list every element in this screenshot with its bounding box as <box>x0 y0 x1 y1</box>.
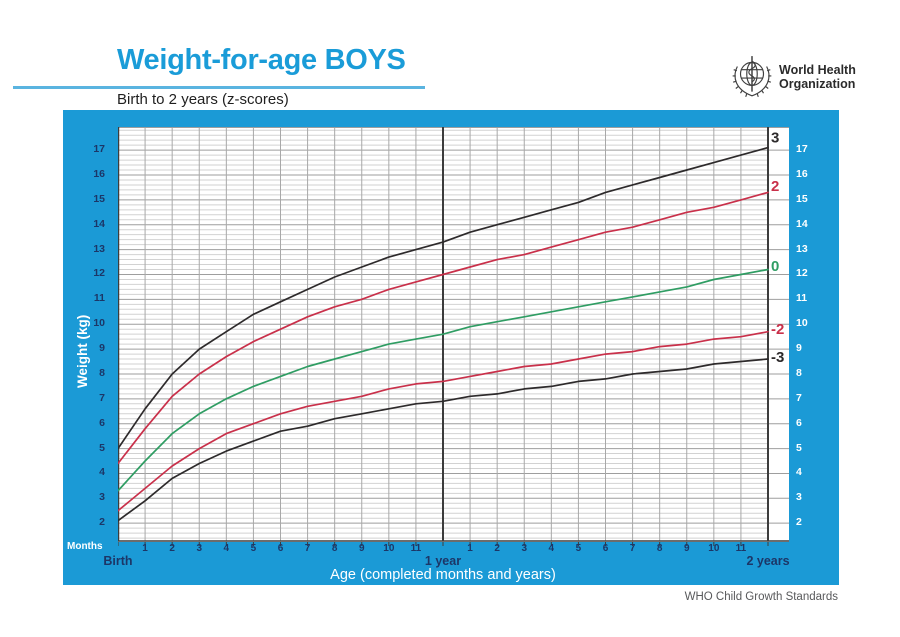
x-month-label: 3 <box>521 543 528 554</box>
y-tick-label: 12 <box>796 267 808 280</box>
x-tick-1-year: 1 year <box>424 554 462 568</box>
x-month-label: 7 <box>629 543 636 554</box>
curve-z2 <box>118 191 769 465</box>
x-month-label: 5 <box>250 543 257 554</box>
x-month-label: 2 <box>494 543 500 554</box>
y-tick-label: 17 <box>796 143 808 156</box>
who-logo-text: World Health Organization <box>779 63 856 91</box>
x-axis-unit-label: Months <box>67 541 103 552</box>
x-month-label: 10 <box>383 543 395 554</box>
y-tick-label: 13 <box>796 242 808 255</box>
who-logo-line1: World Health <box>779 63 856 77</box>
z-score-label-0: 0 <box>771 258 779 275</box>
x-month-label: 8 <box>331 543 338 554</box>
x-month-label: 3 <box>196 543 203 554</box>
x-axis-month-numbers: 1 2 3 4 5 6 7 8 9 10 11 1 2 3 4 5 6 7 8 9 10 11 <box>118 543 789 555</box>
y-tick-label: 15 <box>796 192 808 205</box>
curve-z0 <box>118 268 769 492</box>
z-score-label-2: 2 <box>771 178 779 195</box>
page-title: Weight-for-age BOYS <box>117 44 406 76</box>
x-axis-title: Age (completed months and years) <box>330 567 556 583</box>
x-tick-birth: Birth <box>103 554 133 568</box>
y-axis-labels-right: 2 3 4 5 6 7 8 9 10 11 12 13 14 15 16 17 <box>789 110 834 559</box>
y-tick-label: 17 <box>93 143 105 156</box>
y-tick-label: 10 <box>93 317 105 330</box>
x-month-label: 4 <box>223 543 230 554</box>
x-month-label: 4 <box>548 543 555 554</box>
z-score-label-3: 3 <box>771 130 779 147</box>
y-tick-label: 2 <box>796 516 802 529</box>
y-tick-label: 4 <box>796 466 802 479</box>
y-tick-label: 3 <box>796 491 802 504</box>
y-tick-label: 8 <box>99 366 105 379</box>
x-month-label: 8 <box>656 543 663 554</box>
growth-chart-svg: 3 2 0 -2 -3 <box>118 127 789 546</box>
x-month-label: 10 <box>708 543 720 554</box>
page-subtitle: Birth to 2 years (z-scores) <box>117 91 289 108</box>
y-tick-label: 12 <box>93 267 105 280</box>
x-month-label: 5 <box>575 543 582 554</box>
y-tick-label: 7 <box>796 391 802 404</box>
x-month-label: 9 <box>358 543 365 554</box>
x-month-label: 1 <box>467 543 473 554</box>
y-tick-label: 4 <box>99 466 105 479</box>
title-underline <box>13 86 425 89</box>
y-tick-label: 6 <box>99 416 105 429</box>
x-month-label: 11 <box>410 543 422 554</box>
x-month-label: 11 <box>735 543 747 554</box>
y-tick-label: 7 <box>99 391 105 404</box>
y-tick-label: 10 <box>796 317 808 330</box>
x-month-label: 1 <box>142 543 148 554</box>
z-score-label--2: -2 <box>771 321 784 338</box>
y-tick-label: 9 <box>796 342 802 355</box>
who-emblem-icon <box>732 56 772 98</box>
y-tick-label: 16 <box>796 167 808 180</box>
y-tick-label: 5 <box>796 441 802 454</box>
curve-z-3 <box>118 358 769 522</box>
y-tick-label: 15 <box>93 192 105 205</box>
x-month-label: 6 <box>602 543 609 554</box>
y-tick-label: 13 <box>93 242 105 255</box>
z-score-label--3: -3 <box>771 349 784 366</box>
y-tick-label: 3 <box>99 491 105 504</box>
x-month-label: 6 <box>277 543 284 554</box>
y-axis-title: Weight (kg) <box>75 314 90 388</box>
y-tick-label: 6 <box>796 416 802 429</box>
footer-credit: WHO Child Growth Standards <box>684 591 838 603</box>
x-month-label: 9 <box>683 543 690 554</box>
curve-z-2 <box>118 330 769 512</box>
y-tick-label: 9 <box>99 342 105 355</box>
curve-z3 <box>118 146 769 450</box>
x-tick-2-years: 2 years <box>746 554 790 568</box>
y-tick-label: 11 <box>796 292 808 305</box>
y-tick-label: 2 <box>99 516 105 529</box>
y-tick-label: 5 <box>99 441 105 454</box>
who-logo: World Health Organization <box>729 54 856 100</box>
y-tick-label: 14 <box>796 217 808 230</box>
y-tick-label: 11 <box>93 292 105 305</box>
y-tick-label: 8 <box>796 366 802 379</box>
growth-chart-plot: 3 2 0 -2 -3 <box>118 127 789 547</box>
y-tick-label: 14 <box>93 217 105 230</box>
who-logo-line2: Organization <box>779 77 856 91</box>
x-month-label: 7 <box>304 543 311 554</box>
x-month-label: 2 <box>169 543 175 554</box>
y-tick-label: 16 <box>93 167 105 180</box>
